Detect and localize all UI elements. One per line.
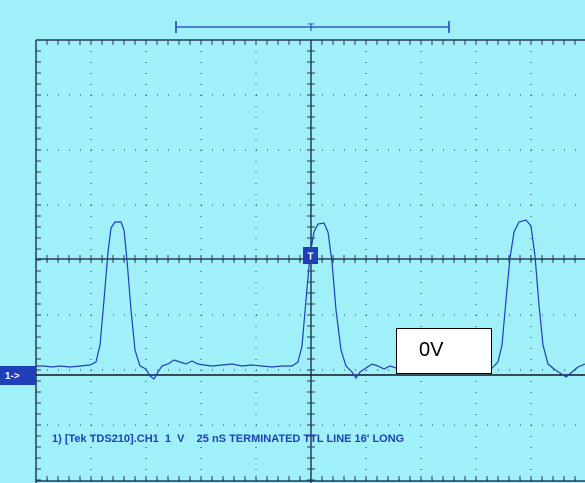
trigger-marker[interactable]: T <box>303 247 318 264</box>
top-bracket-trigger-label: T <box>308 22 315 34</box>
zero-volt-label: 0V <box>396 328 492 374</box>
waveform-trace <box>36 219 585 380</box>
trigger-marker-label: T <box>307 252 313 263</box>
footer-caption: 1) [Tek TDS210].CH1 1 V 25 nS TERMINATED… <box>52 433 404 445</box>
channel-1-marker[interactable]: 1-> <box>0 366 36 385</box>
top-bracket-indicator: T <box>175 21 450 34</box>
channel-1-marker-label: 1-> <box>5 371 20 382</box>
